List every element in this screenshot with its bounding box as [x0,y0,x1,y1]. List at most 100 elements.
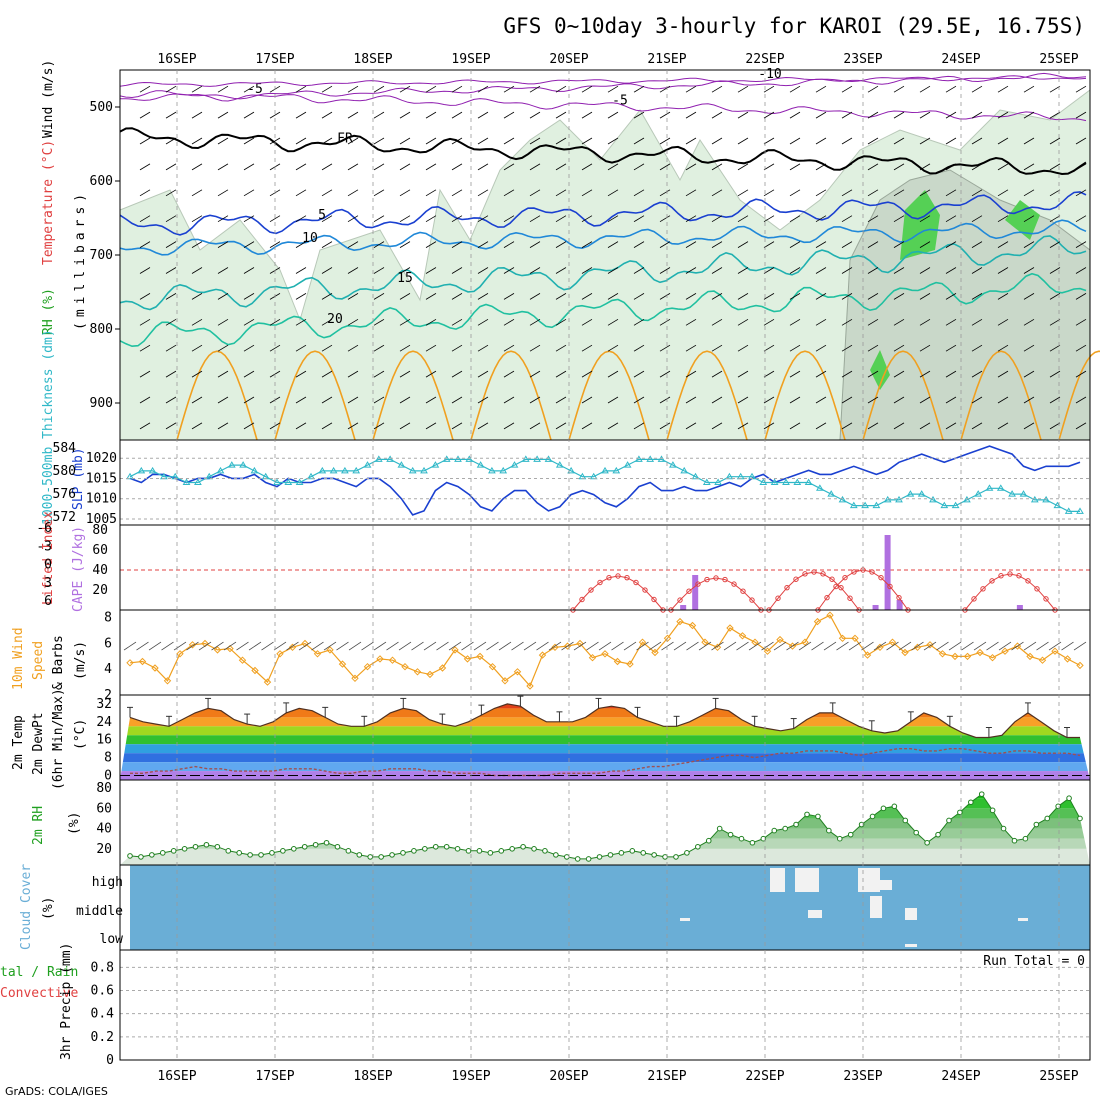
wind-barb [347,422,359,430]
wind-barb [737,293,749,300]
wind-barb [451,293,463,300]
temp-contour-25 [764,350,846,441]
li-point [878,574,884,581]
wind-barb [1049,137,1061,145]
wind-speed-series [129,614,1081,688]
wind-barb [503,267,515,274]
wind-speed-point [713,643,722,652]
wind-barb [997,396,1009,404]
wind-barb [425,370,437,378]
wind-barb [659,189,671,197]
wind-barb [607,241,619,248]
wind-barb [685,318,697,326]
wind-barb [633,215,645,223]
wind-barb [945,293,957,300]
wind-barb [347,137,359,145]
wind-barb [711,370,723,378]
rh2m-point [520,843,526,850]
thickness-point [194,478,202,485]
wind-barb [477,396,489,404]
wind-barb [919,267,931,274]
wind-barb [737,163,749,171]
dynamic-layer: -5-5-10FR5101520500600700800900572576580… [36,52,1100,1084]
surface-wind-barb [748,641,762,651]
wind-barb [789,189,801,197]
wind-barb [867,111,879,119]
surface-wind-barb [398,641,412,651]
wind-barb [425,267,437,274]
wind-barb [139,396,151,404]
wind-barb [945,422,957,430]
wind-barb [503,163,515,171]
wind-barb [893,241,905,248]
wind-speed-point [526,682,534,690]
y-tick-label: 0 [104,769,112,784]
wind-barb [1023,267,1035,274]
wind-barb [373,396,385,404]
surface-wind-barb [136,641,149,651]
wind-barb [399,85,411,93]
wind-barb [217,241,229,248]
y-tick-label: 576 [53,487,76,502]
run-total-annotation: Run Total = 0 [983,954,1085,969]
wind-barb [373,215,385,223]
wind-barb [191,267,203,274]
thickness-point [273,478,281,485]
wind-speed-point [1038,656,1047,664]
wind-barb [399,293,411,300]
wind-barb [165,293,177,300]
thickness-point [646,455,655,462]
wind-speed-point [651,648,659,657]
wind-barb [555,344,567,352]
wind-barb [243,85,255,93]
wind-barb [451,241,463,248]
wind-barb [633,137,645,145]
wind-barb [685,137,697,145]
wind-speed-point [976,648,984,657]
wind-barb [685,111,697,119]
wind-barb [841,318,853,326]
wind-barb [997,215,1009,223]
wind-barb [243,189,255,197]
wind-speed-point [763,647,772,655]
li-point [998,573,1004,579]
wind-speed-point [838,634,847,643]
surface-wind-barb [723,641,737,651]
li-point [624,574,630,581]
rh2m-point [203,841,210,848]
wind-barb [139,241,151,248]
wind-speed-point [426,670,434,679]
x-date-bottom: 24SEP [941,1069,980,1084]
wind-barb [321,344,333,352]
wind-speed-point [776,635,784,644]
wind-barb [1023,189,1035,197]
wind-barb [763,422,775,430]
wind-barb [971,422,983,430]
rh2m-point [1055,803,1061,810]
thickness-point [906,490,915,497]
wind-barb [503,189,515,197]
cape-bar [896,600,903,610]
ylabel-millibars: (millibars) [73,189,88,330]
thickness-point [1064,507,1073,514]
wind-speed-point [1076,661,1084,670]
temp-band [120,717,1090,727]
x-date-bottom: 22SEP [745,1069,784,1084]
wind-barb [347,370,359,378]
wind-barb [737,215,749,223]
wind-barb [321,215,333,223]
wind-speed-point [463,655,472,663]
rh2m-point [629,848,636,854]
wind-barb [659,318,671,326]
cape-bar [884,535,891,610]
wind-barb [893,396,905,404]
wind-barb [971,163,983,171]
temp-contour-25 [666,350,748,441]
wind-barb [321,111,333,119]
wind-barb [607,163,619,171]
surface-wind-barb [786,641,799,651]
rh2m-point [869,813,876,820]
temp-contour-label: 15 [397,271,413,286]
wind-barb [633,293,645,300]
